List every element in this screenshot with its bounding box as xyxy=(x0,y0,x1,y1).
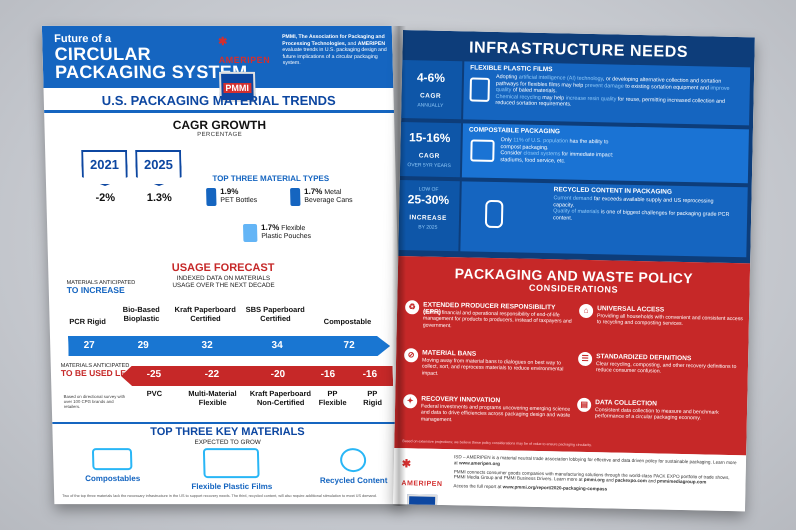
increase-label: MATERIALS ANTICIPATED TO INCREASE xyxy=(66,280,136,295)
left-footnote: Two of the top three materials lack the … xyxy=(62,494,377,499)
about-section: ✱ AMERIPEN PMMI ISD – AMERIPEN is a mate… xyxy=(393,447,747,512)
divider xyxy=(52,422,403,425)
ameripen-logo: ✱ AMERIPEN PMMI xyxy=(401,454,450,512)
card-flexible-films: FLEXIBLE PLASTIC FILMS Adopting artifici… xyxy=(463,61,751,126)
cagr-subtitle: PERCENTAGE xyxy=(197,131,243,138)
stat-recycled: LOW OF 25-30% INCREASE BY 2025 xyxy=(407,186,450,231)
divider xyxy=(44,109,395,113)
decrease-value: -16 xyxy=(362,369,378,381)
decrease-item-label: Multi-Material Flexible xyxy=(188,389,237,407)
film-roll-icon xyxy=(469,77,490,102)
policy-item-data: ▤ DATA COLLECTION Consistent data collec… xyxy=(577,397,745,422)
card-compostable: COMPOSTABLE PACKAGING Only 11% of U.S. p… xyxy=(461,123,749,184)
card-recycled: RECYCLED CONTENT IN PACKAGING Current de… xyxy=(460,181,748,258)
compost-box-icon xyxy=(470,139,495,162)
material-pouches: 1.7% Flexible Plastic Pouches xyxy=(260,222,312,240)
increase-item-label: PCR Rigid xyxy=(69,317,107,327)
decrease-value: -16 xyxy=(320,369,336,381)
year-badge-2025: 2025 xyxy=(135,150,182,186)
stat-compostable: 15-16% CAGR OVER 5YR YEARS xyxy=(407,130,451,170)
ameripen-link[interactable]: www.ameripen.org xyxy=(458,460,501,466)
increase-item-label: Compostable xyxy=(323,317,372,327)
right-page: INFRASTRUCTURE NEEDS 4-6% CAGR ANNUALLY … xyxy=(393,30,755,512)
year-value-2021: -2% xyxy=(95,191,116,204)
bottle-icon xyxy=(206,187,217,206)
increase-item-label: Kraft Paperboard Certified xyxy=(174,305,236,323)
intro-text: PMMI, The Association for Packaging and … xyxy=(281,33,387,67)
house-icon: ⌂ xyxy=(578,303,594,319)
decrease-item-label: PVC xyxy=(146,389,163,399)
top-three-materials-title: TOP THREE MATERIAL TYPES xyxy=(212,173,330,183)
decrease-value: -25 xyxy=(146,369,162,381)
material-pet: 1.9% PET Bottles xyxy=(220,186,258,204)
pmmi-link[interactable]: pmmi.org xyxy=(583,477,605,483)
policy-item-definitions: ☰ STANDARDIZED DEFINITIONS Clear recycli… xyxy=(577,351,746,375)
decrease-item-label: Kraft Paperboard Non-Certified xyxy=(249,389,312,407)
key-item-films: Flexible Plastic Films xyxy=(181,448,282,491)
decrease-value: -22 xyxy=(204,369,220,381)
year-badge-2021: 2021 xyxy=(81,150,128,186)
trends-title: U.S. PACKAGING MATERIAL TRENDS xyxy=(101,92,336,108)
policy-item-epr: ♻ EXTENDED PRODUCER RESPONSIBILITY (EPR)… xyxy=(405,300,573,329)
pouch-icon xyxy=(242,223,258,242)
left-header: Future of a CIRCULAR PACKAGING SYSTEM ✱ … xyxy=(41,25,394,102)
star-icon: ✱ xyxy=(218,35,228,48)
packexpo-link[interactable]: packexpo.com xyxy=(614,477,647,484)
checklist-icon: ☰ xyxy=(577,351,593,367)
decrease-item-label: PP Flexible xyxy=(318,389,347,407)
material-cans: 1.7% Metal Beverage Cans xyxy=(303,186,353,204)
increase-value: 72 xyxy=(343,340,355,352)
chart-icon: ▤ xyxy=(577,397,592,413)
infrastructure-section: INFRASTRUCTURE NEEDS 4-6% CAGR ANNUALLY … xyxy=(398,30,755,264)
recycle-icon xyxy=(339,448,367,473)
decrease-value: -20 xyxy=(270,369,286,381)
policy-item-innovation: ✦ RECOVERY INNOVATION Federal investment… xyxy=(403,394,571,423)
report-link[interactable]: www.pmmi.org/report/2020-packaging-compa… xyxy=(502,484,608,492)
survey-note: Based on directional survey with over 10… xyxy=(63,394,126,410)
stat-films: 4-6% CAGR ANNUALLY xyxy=(416,70,446,109)
key-materials-subtitle: EXPECTED TO GROW xyxy=(194,439,261,447)
book-spine xyxy=(392,26,406,506)
increase-item-label: Bio-Based Bioplastic xyxy=(122,305,160,323)
bottle-icon xyxy=(484,199,504,229)
recycle-icon: ♻ xyxy=(405,300,420,315)
policy-section: PACKAGING AND WASTE POLICY CONSIDERATION… xyxy=(394,256,751,456)
ban-icon: ⊘ xyxy=(404,348,419,363)
cagr-title: CAGR GROWTH xyxy=(172,117,267,132)
increase-value: 32 xyxy=(201,340,213,352)
film-package-icon xyxy=(202,448,260,479)
increase-value: 29 xyxy=(137,340,149,352)
key-item-compostables: Compostables xyxy=(75,448,150,483)
mediagroup-link[interactable]: pmmimediagroup.com xyxy=(657,478,707,485)
policy-footnote: Based on extensive projections; we belie… xyxy=(402,439,592,448)
about-text: ISD – AMERIPEN is a material neutral tra… xyxy=(453,454,737,492)
container-icon xyxy=(91,448,133,471)
decrease-item-label: PP Rigid xyxy=(363,389,383,407)
left-page: Future of a CIRCULAR PACKAGING SYSTEM ✱ … xyxy=(41,25,405,505)
ameripen-logo: ✱ AMERIPEN PMMI xyxy=(218,32,275,102)
policy-item-access: ⌂ UNIVERSAL ACCESS Providing all househo… xyxy=(578,303,747,327)
year-value-2025: 1.3% xyxy=(146,191,173,204)
can-icon xyxy=(290,187,301,206)
usage-forecast-title: USAGE FORECAST xyxy=(171,261,275,275)
key-item-recycled: Recycled Content xyxy=(313,448,394,485)
infrastructure-title: INFRASTRUCTURE NEEDS xyxy=(468,39,689,62)
increase-item-label: SBS Paperboard Certified xyxy=(245,305,305,323)
policy-item-bans: ⊘ MATERIAL BANS Moving away from materia… xyxy=(404,348,572,376)
increase-value: 34 xyxy=(271,340,283,352)
key-materials-title: TOP THREE KEY MATERIALS xyxy=(150,426,305,439)
increase-value: 27 xyxy=(83,340,95,352)
